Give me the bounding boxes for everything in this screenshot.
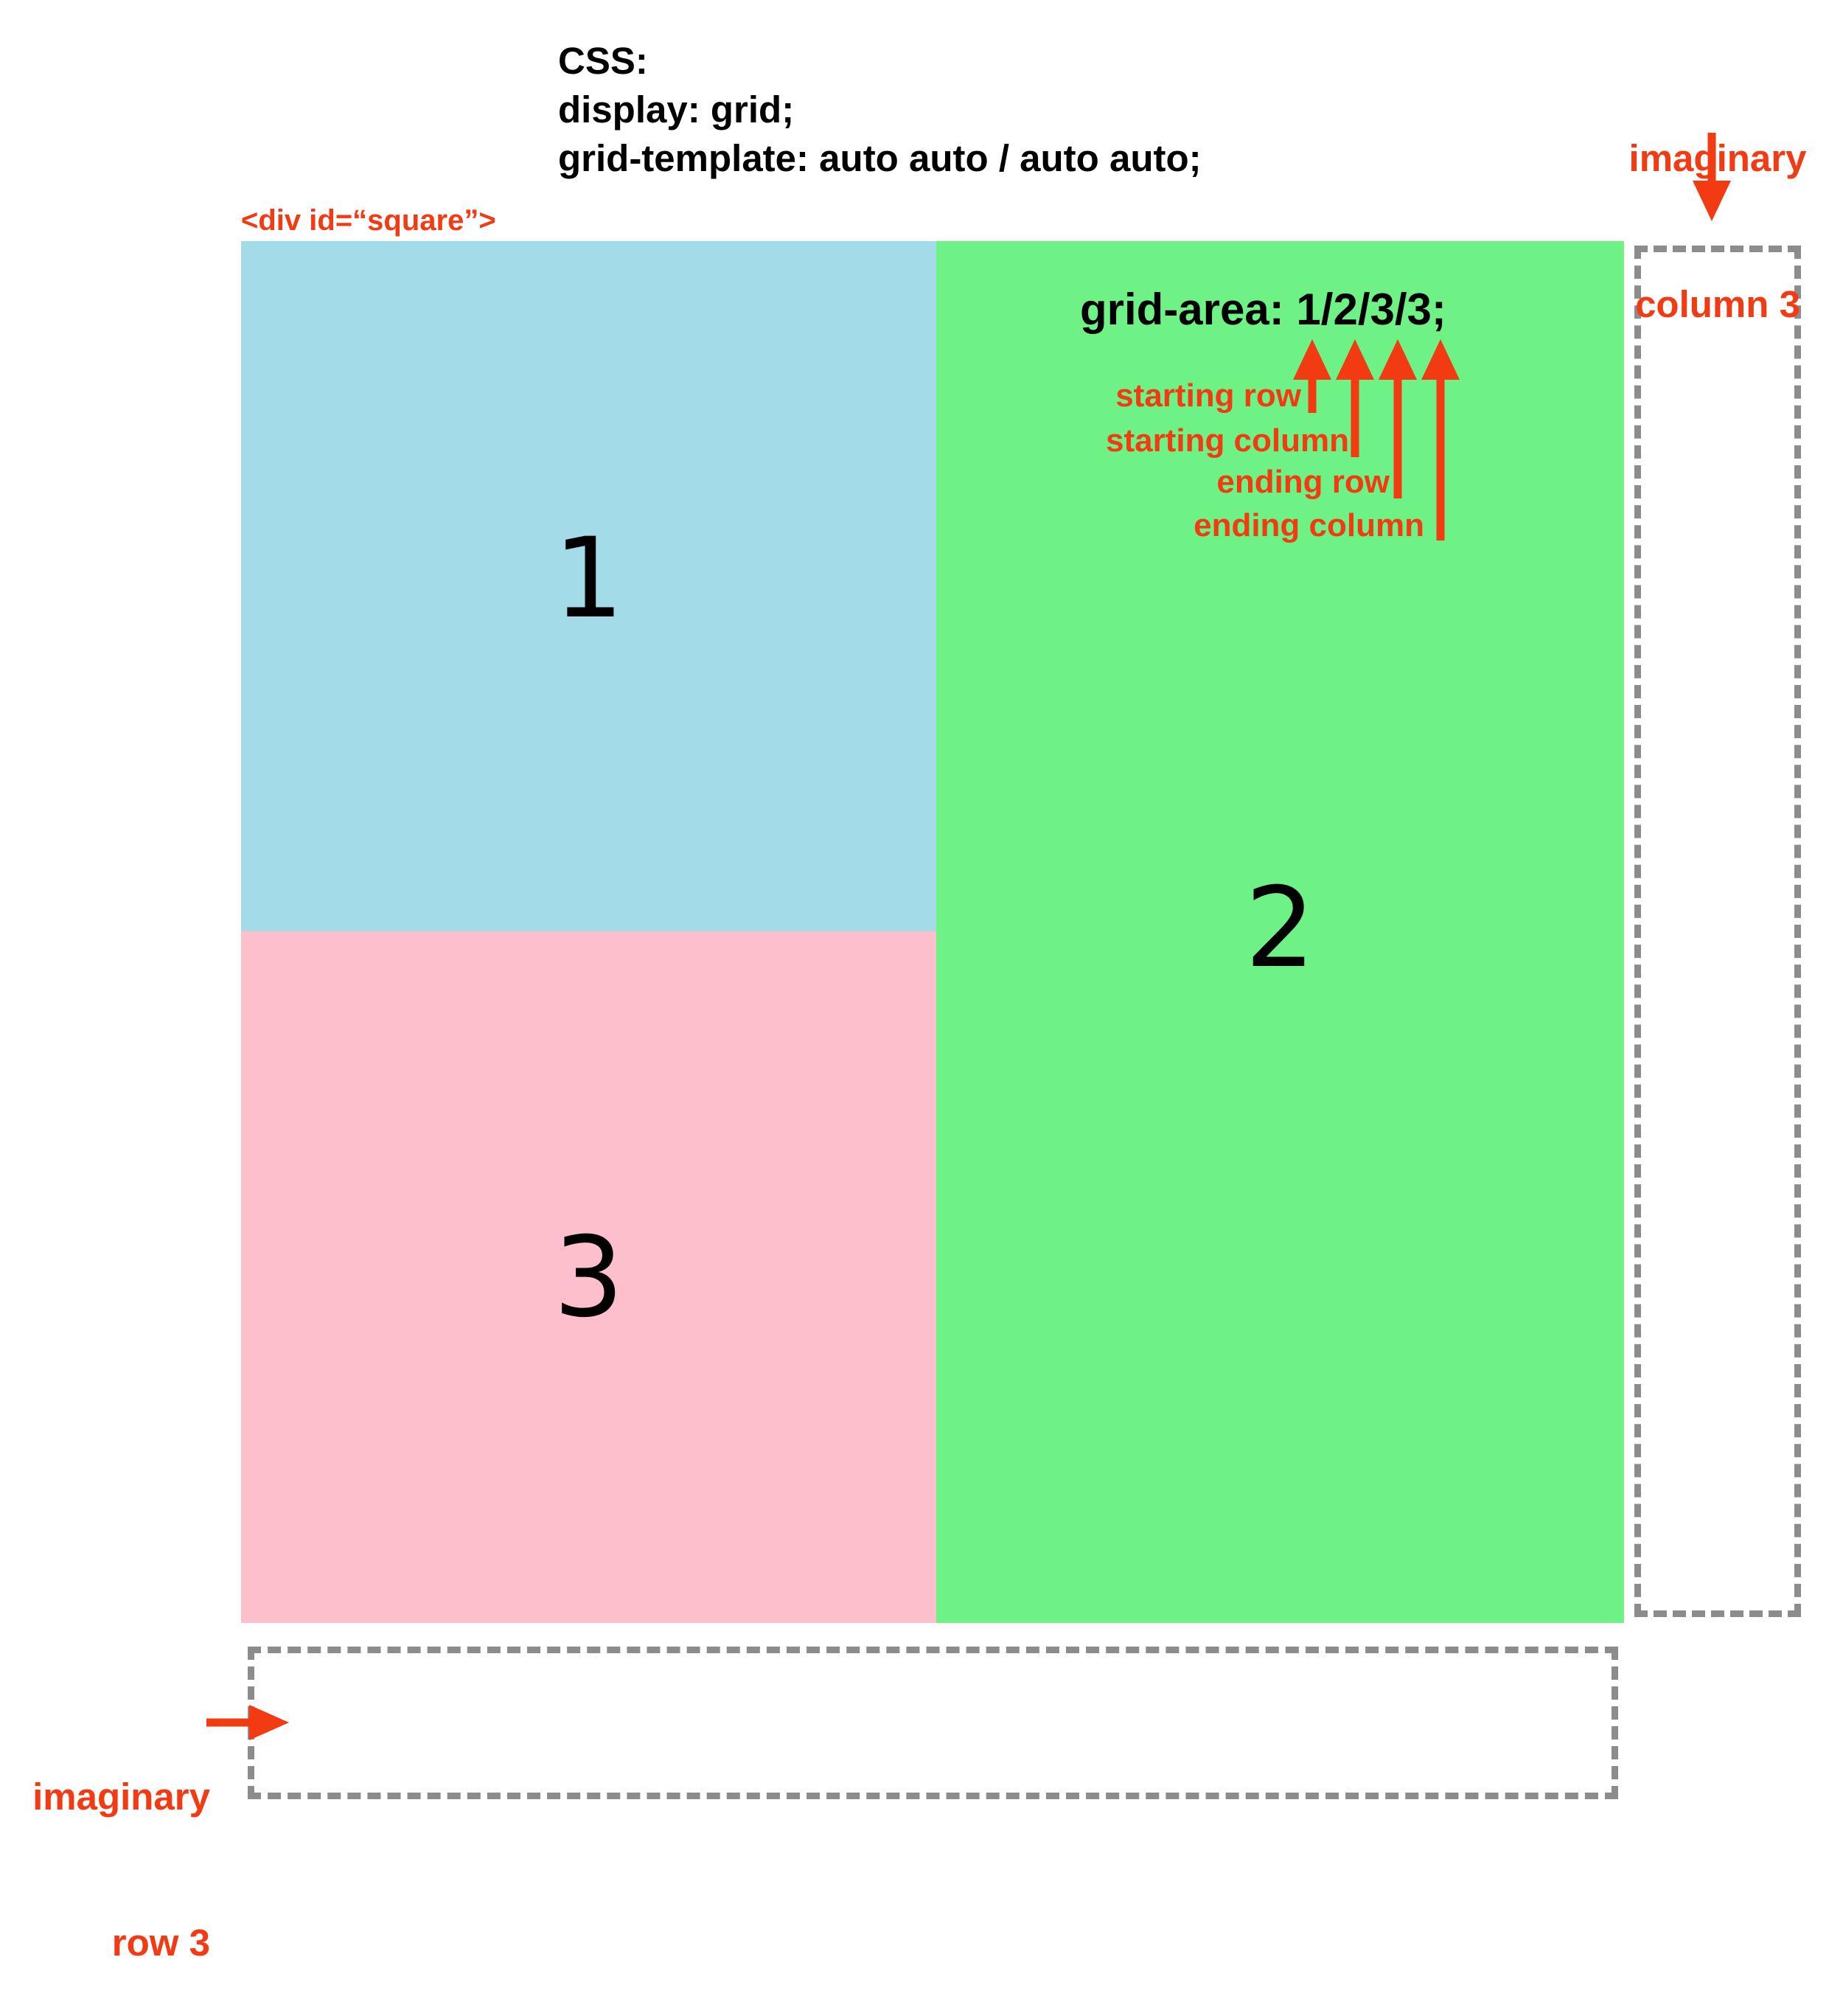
css-code-block: CSS: display: grid; grid-template: auto … xyxy=(558,37,1202,183)
cell-number-2: 2 xyxy=(1244,864,1316,993)
imaginary-column-box xyxy=(1634,246,1801,1617)
css-line: CSS: xyxy=(558,40,648,82)
annotation-ending-column: ending column xyxy=(1194,507,1424,543)
annotation-starting-row: starting row xyxy=(1115,378,1301,414)
annotation-starting-column: starting column xyxy=(1105,423,1349,459)
css-line: display: grid; xyxy=(558,88,795,131)
imaginary-row-box xyxy=(248,1647,1618,1799)
imaginary-row-label-line: row 3 xyxy=(111,1922,210,1964)
grid-cell-1: 1 xyxy=(241,241,936,931)
css-line: grid-template: auto auto / auto auto; xyxy=(558,137,1202,179)
grid-cell-2: 2 xyxy=(936,241,1624,1623)
cell-number-3: 3 xyxy=(553,1214,624,1342)
imaginary-row-label-line: imaginary xyxy=(32,1776,210,1818)
div-square-label: <div id=“square”> xyxy=(241,204,496,237)
grid-area-code: grid-area: 1/2/3/3; xyxy=(1080,285,1446,334)
grid-cell-3: 3 xyxy=(241,931,936,1623)
cell-number-1: 1 xyxy=(553,515,624,643)
annotation-ending-row: ending row xyxy=(1216,464,1390,500)
imaginary-column-label-line: column 3 xyxy=(1635,283,1800,325)
imaginary-column-label: imaginary column 3 xyxy=(1607,37,1828,378)
imaginary-column-label-line: imaginary xyxy=(1628,137,1807,179)
imaginary-row-label: imaginary row 3 xyxy=(15,1675,210,2016)
